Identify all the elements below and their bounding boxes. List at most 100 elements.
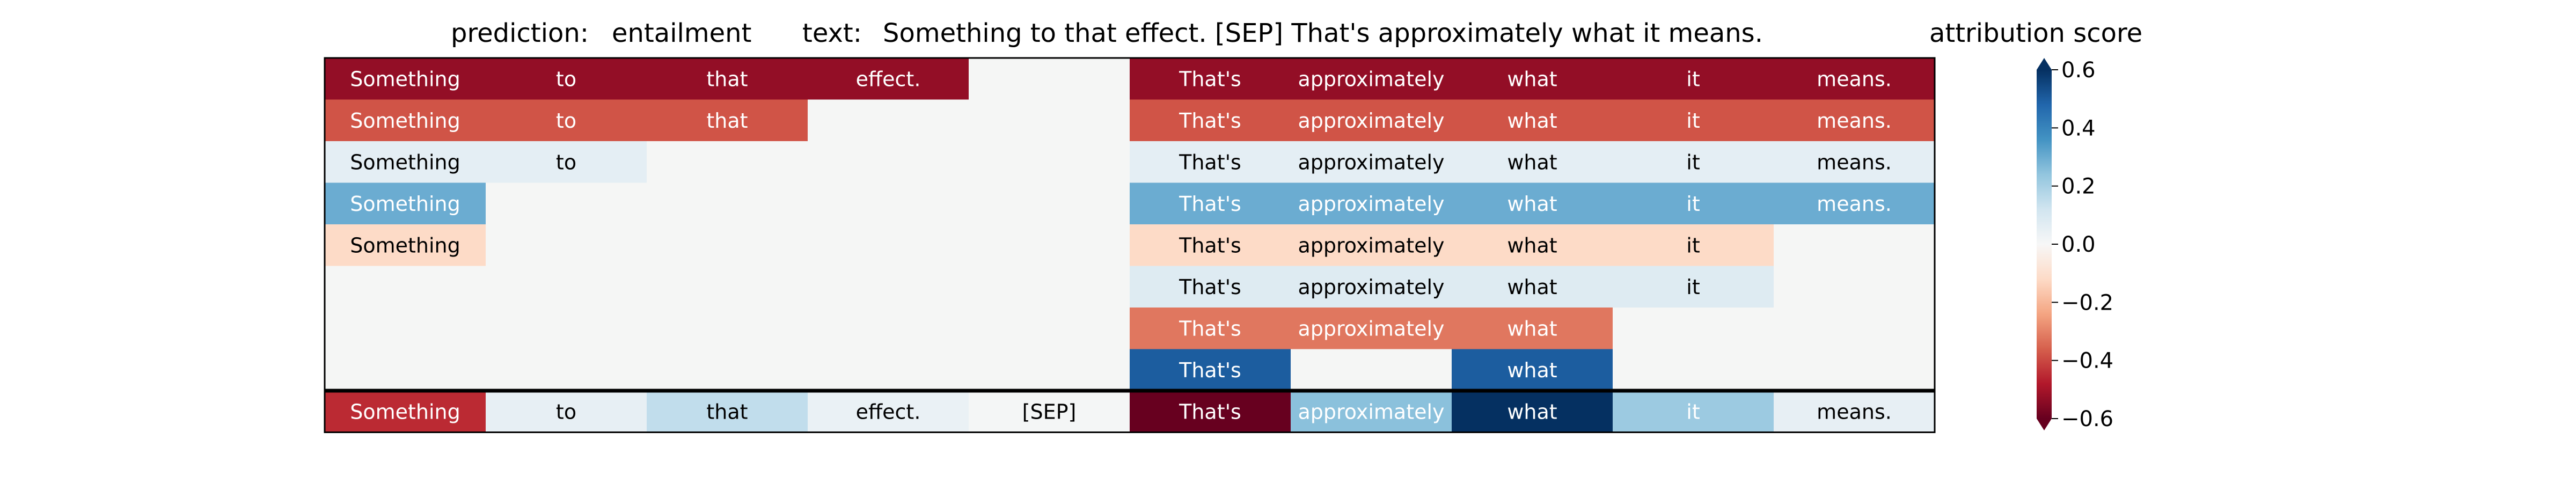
heatmap-row-1-cell <box>969 58 1130 100</box>
heatmap-row-6-cell <box>969 266 1130 308</box>
heatmap-row-6-cell <box>1774 266 1935 308</box>
colorbar: 0.6 0.4 0.2 0.0 −0.2 −0.4 −0.6 <box>2037 58 2113 431</box>
heatmap-frame <box>324 57 1936 433</box>
heatmap-row-5-cell <box>1130 224 1291 266</box>
summary-row-cell <box>325 391 486 433</box>
summary-row-token: Something <box>350 400 460 423</box>
heatmap-row-7-token: what <box>1507 317 1557 340</box>
heatmap-row-2-cell <box>486 99 647 141</box>
heatmap-row-3-cell <box>647 141 808 183</box>
heatmap-row-5-token: approximately <box>1298 233 1444 257</box>
heatmap-row-7-cell <box>1774 308 1935 349</box>
heatmap-row-6-cell <box>1613 266 1774 308</box>
summary-row-token: approximately <box>1298 400 1444 423</box>
heatmap-row-3-cell <box>1130 141 1291 183</box>
heatmap-row-7-cell <box>1452 308 1613 349</box>
heatmap-row-4-cell <box>325 182 486 224</box>
heatmap-row-2-token: that <box>706 109 748 133</box>
heatmap-row-2-token: it <box>1686 109 1700 133</box>
heatmap-row-4-cell <box>1130 182 1291 224</box>
heatmap-row-8-cell <box>1452 349 1613 391</box>
heatmap-row-5-cell <box>1774 224 1935 266</box>
heatmap-row-5-cell <box>325 224 486 266</box>
heatmap-row-4-cell <box>1291 182 1452 224</box>
heatmap-row-6-token: it <box>1686 275 1700 299</box>
colorbar-min-extend <box>2037 419 2052 430</box>
heatmap-row-3-cell <box>486 141 647 183</box>
heatmap-row-5-token: what <box>1507 233 1557 257</box>
heatmap-row-3-token: it <box>1686 150 1700 174</box>
colorbar-tick-label: 0.4 <box>2061 116 2096 141</box>
heatmap-row-3-token: Something <box>350 150 460 174</box>
heatmap-row-7-cell <box>1130 308 1291 349</box>
summary-row-token: that <box>706 400 748 423</box>
heatmap-row-5-token: it <box>1686 233 1700 257</box>
heatmap-row-3-token: That's <box>1179 150 1241 174</box>
heatmap-row-8-cell <box>1613 349 1774 391</box>
heatmap-row-1-cell <box>325 58 486 100</box>
heatmap-row-4-cell <box>486 182 647 224</box>
text-label: text: <box>802 18 862 48</box>
heatmap-row-2-token: what <box>1507 109 1557 133</box>
heatmap-row-5-cell <box>486 224 647 266</box>
heatmap-row-6-cell <box>1291 266 1452 308</box>
heatmap-row-4-cell <box>808 182 969 224</box>
summary-row-cell <box>808 391 969 433</box>
heatmap-row-6-cell <box>325 266 486 308</box>
heatmap-row-2-cell <box>1291 99 1452 141</box>
summary-row-cell <box>1613 391 1774 433</box>
heatmap-row-3-token: means. <box>1817 150 1892 174</box>
heatmap-row-5-cell <box>1291 224 1452 266</box>
heatmap-row-1-token: That's <box>1179 67 1241 91</box>
summary-row-cell <box>1291 391 1452 433</box>
heatmap-row-2-cell <box>1452 99 1613 141</box>
chart-header: prediction: entailment text: Something t… <box>451 18 2142 48</box>
heatmap-row-7-cell <box>1613 308 1774 349</box>
input-text: Something to that effect. [SEP] That's a… <box>883 18 1763 48</box>
summary-row-token: effect. <box>856 400 921 423</box>
heatmap-row-6-cell <box>647 266 808 308</box>
heatmap-row-1-cell <box>1613 58 1774 100</box>
heatmap-row-8-token: what <box>1507 358 1557 382</box>
heatmap-row-2-cell <box>1613 99 1774 141</box>
summary-row-token: to <box>556 400 576 423</box>
heatmap-row-8-cell <box>647 349 808 391</box>
heatmap-row-1-cell <box>1774 58 1935 100</box>
heatmap-row-2-cell <box>969 99 1130 141</box>
heatmap-row-8-token: That's <box>1179 358 1241 382</box>
heatmap-row-1-cell <box>647 58 808 100</box>
heatmap-row-3-token: what <box>1507 150 1557 174</box>
heatmap-grid: Something to that effect. That's approximatel… <box>324 57 1936 433</box>
heatmap-row-5-cell <box>647 224 808 266</box>
heatmap-row-4-token: Something <box>350 192 460 216</box>
heatmap-row-8-cell <box>1130 349 1291 391</box>
heatmap-row-6-token: That's <box>1179 275 1241 299</box>
heatmap-row-7-cell <box>647 308 808 349</box>
heatmap-row-5-cell <box>969 224 1130 266</box>
heatmap-row-7-token: That's <box>1179 317 1241 340</box>
heatmap-row-1-cell <box>486 58 647 100</box>
heatmap-row-8-cell <box>325 349 486 391</box>
heatmap-row-6-cell <box>808 266 969 308</box>
heatmap-row-6-token: what <box>1507 275 1557 299</box>
heatmap-row-6-cell <box>486 266 647 308</box>
heatmap-row-8-cell <box>969 349 1130 391</box>
colorbar-tick-label: 0.2 <box>2061 174 2096 199</box>
colorbar-tick-label: 0.6 <box>2061 58 2096 83</box>
heatmap-row-4-cell <box>969 182 1130 224</box>
heatmap-row-2-cell <box>808 99 969 141</box>
heatmap-row-1-token: means. <box>1817 67 1892 91</box>
heatmap-row-3-cell <box>1452 141 1613 183</box>
heatmap-row-8-cell <box>486 349 647 391</box>
summary-row-token: what <box>1507 400 1557 423</box>
summary-row-cell <box>969 391 1130 433</box>
heatmap-row-7-cell <box>1291 308 1452 349</box>
heatmap-row-7-cell <box>969 308 1130 349</box>
heatmap-row-3-cell <box>325 141 486 183</box>
heatmap-row-4-token: That's <box>1179 192 1241 216</box>
heatmap-row-5-token: That's <box>1179 233 1241 257</box>
prediction-label: prediction: <box>451 18 589 48</box>
heatmap-row-1-token: it <box>1686 67 1700 91</box>
summary-row-token: means. <box>1817 400 1892 423</box>
